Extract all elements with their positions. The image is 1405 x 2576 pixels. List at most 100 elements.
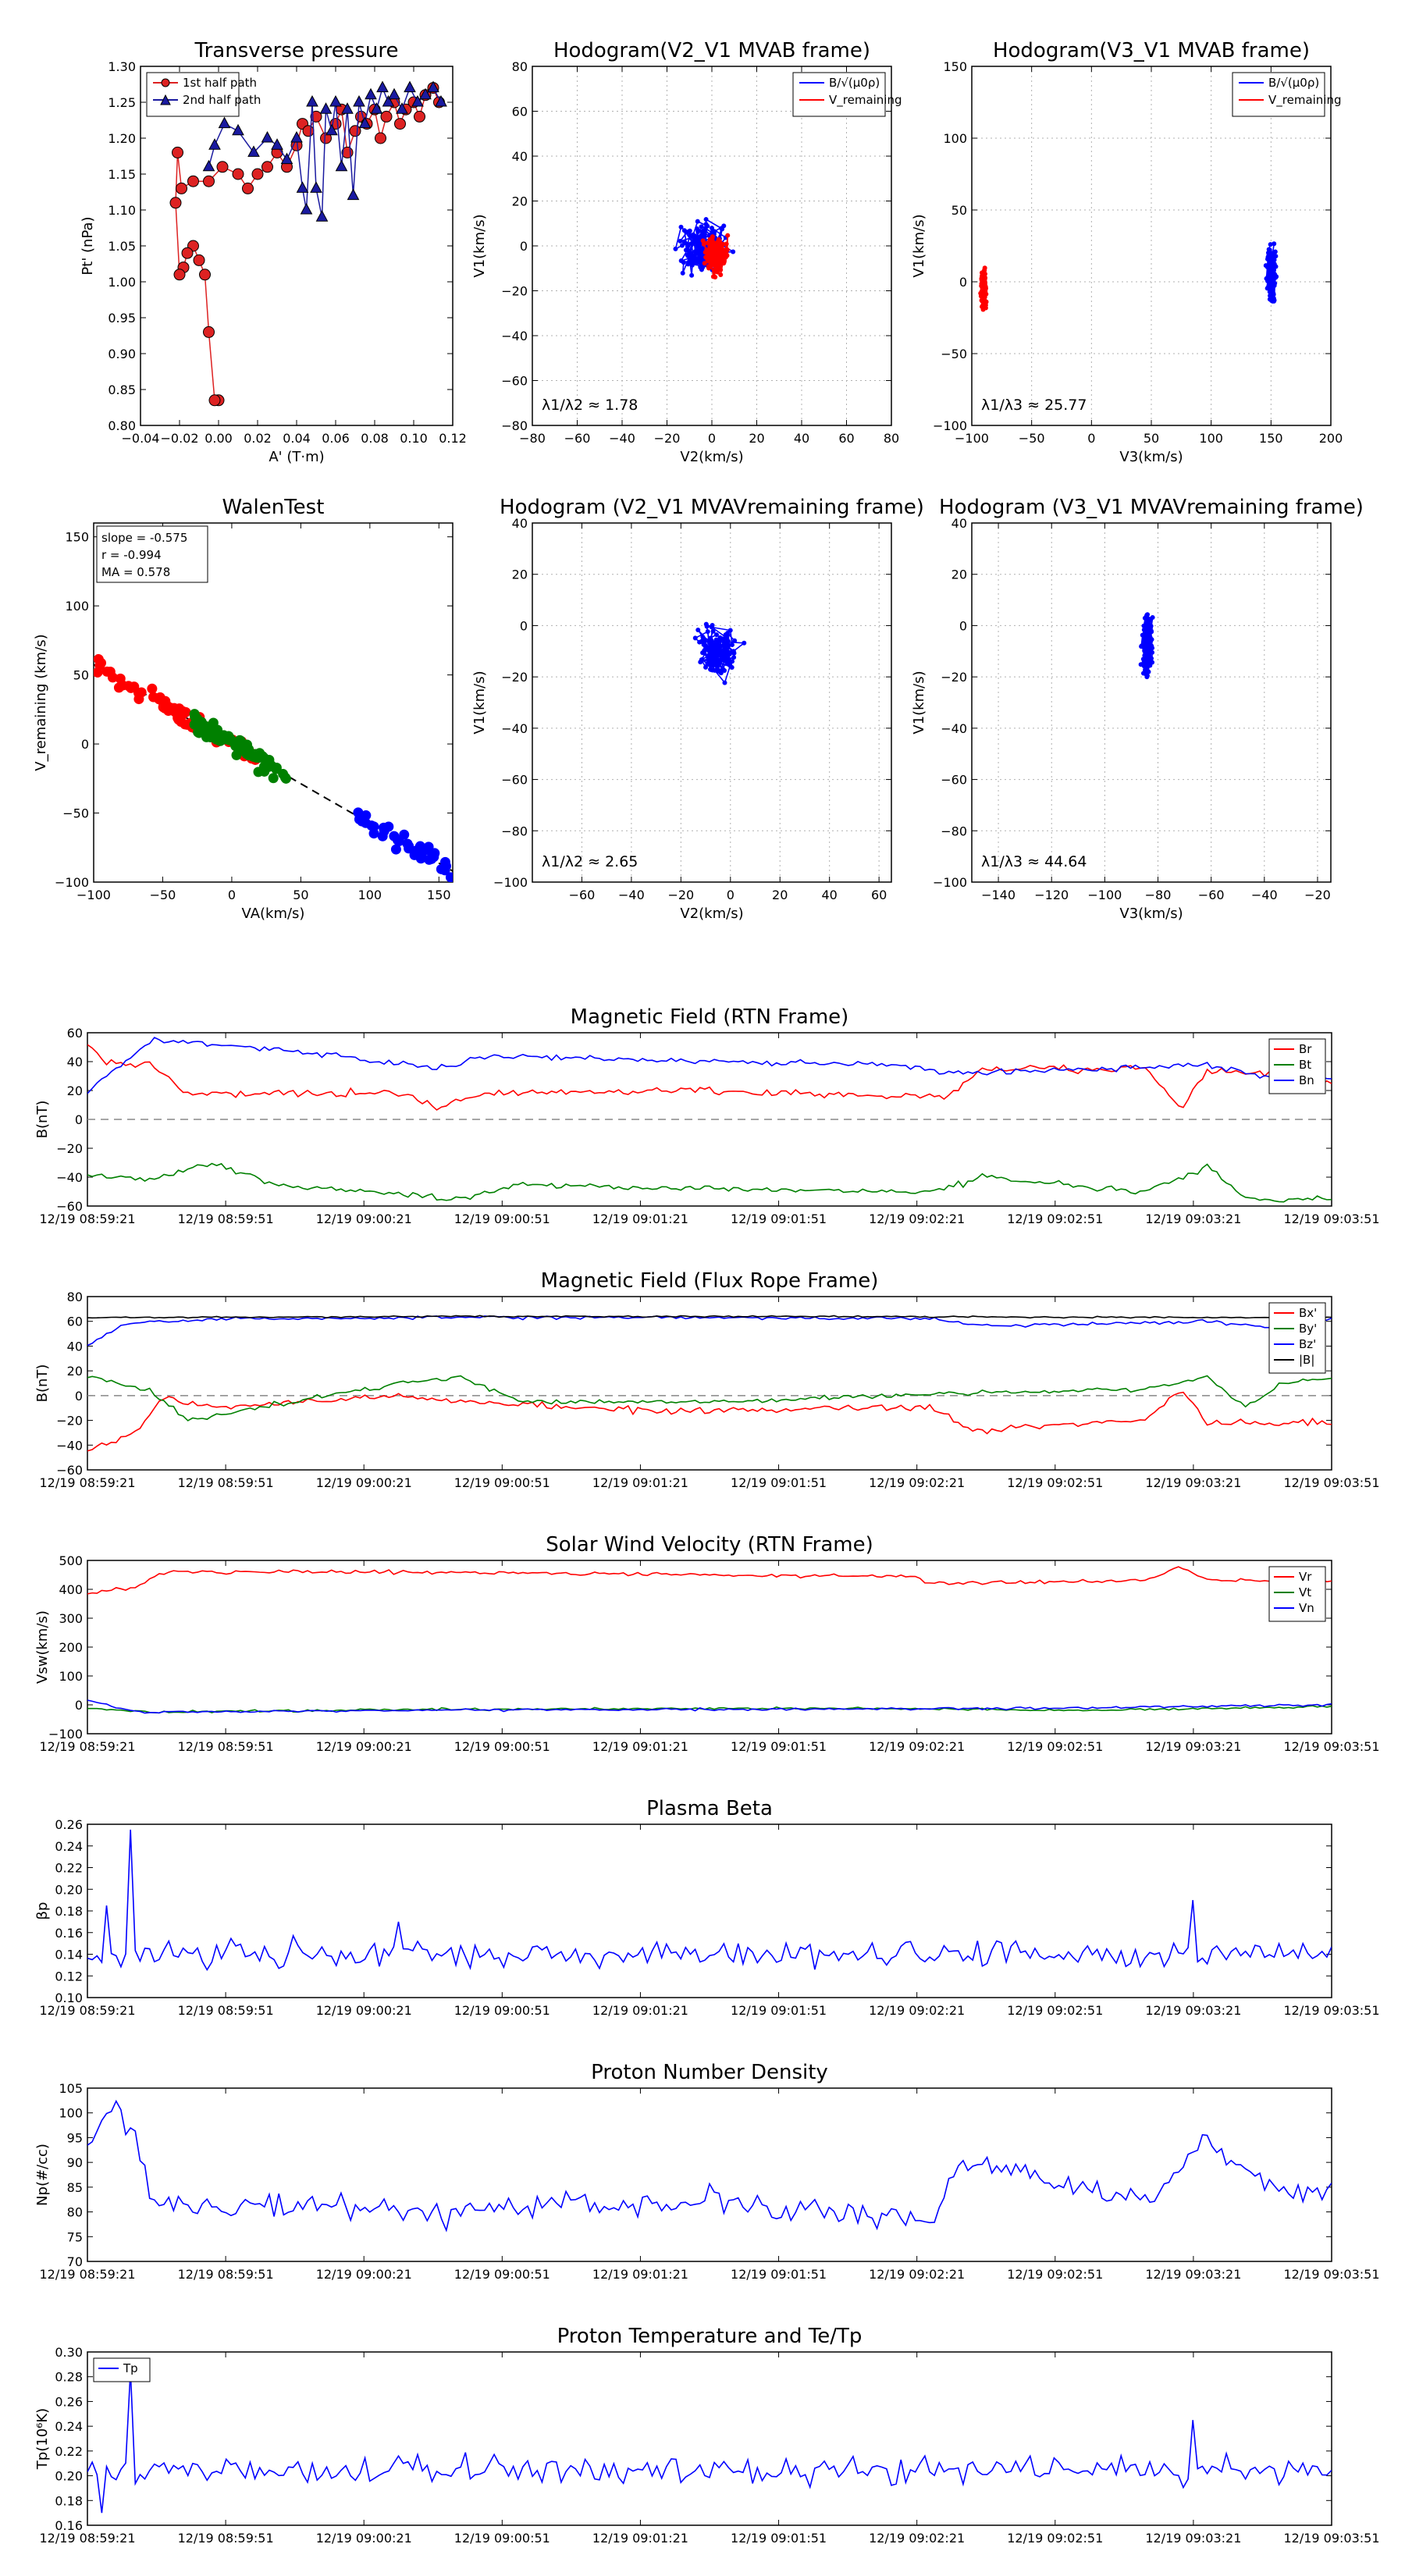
x-tick-label: −20 xyxy=(654,431,681,446)
data-point xyxy=(1272,241,1277,247)
y-tick-label: −80 xyxy=(501,824,528,838)
data-point xyxy=(1273,254,1279,259)
x-tick-label: −50 xyxy=(1019,431,1045,446)
y-tick-label: 0 xyxy=(959,618,967,633)
x-tick-label: 12/19 09:01:21 xyxy=(592,2267,688,2282)
plot-area xyxy=(87,1829,1332,1971)
plot-frame xyxy=(532,522,892,883)
x-tick-label: 100 xyxy=(1199,431,1223,446)
eigenvalue-ratio: λ1/λ3 ≈ 44.64 xyxy=(981,853,1087,870)
y-tick-label: 50 xyxy=(951,203,967,218)
data-point xyxy=(263,761,274,772)
y-tick-label: 0.14 xyxy=(55,1948,83,1962)
data-point xyxy=(325,123,338,136)
data-point xyxy=(712,654,717,660)
y-tick-label: −100 xyxy=(933,875,967,890)
plot-frame xyxy=(971,522,1332,883)
y-tick-label: 95 xyxy=(67,2130,83,2145)
data-point xyxy=(393,836,404,847)
data-point xyxy=(199,269,211,281)
chart-brtn: −60 −40 −20 0 20 40 60 12/19 08:59:21 12/19 08:5… xyxy=(34,1005,1380,1226)
y-tick-label: −60 xyxy=(941,773,967,788)
data-point xyxy=(695,627,701,632)
data-point xyxy=(242,182,254,194)
legend-marker xyxy=(160,94,171,105)
x-tick-label: 12/19 09:03:21 xyxy=(1145,1739,1241,1754)
x-tick-label: 12/19 09:01:21 xyxy=(592,2531,688,2546)
series-vn xyxy=(87,1699,1332,1714)
chart-walen: −100 −50 0 50 100 150 −100 −50 0 50 100 150 WalenTes… xyxy=(33,496,454,922)
x-tick-label: 12/19 08:59:21 xyxy=(39,1475,135,1490)
x-tick-label: 12/19 09:03:21 xyxy=(1145,1475,1241,1490)
data-point xyxy=(280,152,293,165)
x-tick-label: −80 xyxy=(1145,888,1172,902)
plot-area xyxy=(1138,612,1155,680)
x-tick-label: 12/19 09:02:21 xyxy=(869,2531,965,2546)
data-point xyxy=(721,640,727,646)
data-point xyxy=(699,267,704,272)
y-axis-label: V1(km/s) xyxy=(911,214,927,277)
data-point xyxy=(441,860,452,871)
data-point xyxy=(319,102,333,114)
y-tick-label: 0.18 xyxy=(55,2493,83,2508)
data-point xyxy=(169,197,182,209)
x-tick-label: −100 xyxy=(1087,888,1122,902)
x-tick-label: 12/19 08:59:21 xyxy=(39,2531,135,2546)
legend-box xyxy=(93,2357,151,2382)
data-point xyxy=(685,244,690,249)
legend-label: |B| xyxy=(1299,1353,1314,1367)
data-point xyxy=(683,247,688,253)
y-tick-label: 1.15 xyxy=(108,167,136,182)
chart-title: Plasma Beta xyxy=(646,1797,773,1820)
x-tick-label: −40 xyxy=(1251,888,1278,902)
x-axis-label: A' (T·m) xyxy=(269,449,324,465)
data-point xyxy=(724,635,730,641)
x-tick-label: 12/19 08:59:51 xyxy=(178,1475,274,1490)
y-tick-label: 0.18 xyxy=(55,1904,83,1919)
y-tick-label: −40 xyxy=(941,721,967,736)
data-point xyxy=(419,87,432,100)
data-point xyxy=(187,175,199,187)
series-tp xyxy=(87,2370,1332,2514)
chart-np: 70 75 80 85 90 95 100 105 12/19 08:59:21 12/19 08… xyxy=(34,2061,1380,2282)
y-tick-label: 1.10 xyxy=(108,203,136,218)
data-point xyxy=(147,683,158,694)
data-point xyxy=(702,226,708,231)
data-point xyxy=(980,285,986,290)
data-point xyxy=(717,662,722,667)
data-point xyxy=(445,872,453,882)
data-point xyxy=(715,648,720,653)
x-axis-label: V3(km/s) xyxy=(1119,449,1183,465)
data-point xyxy=(710,236,715,241)
y-tick-label: −40 xyxy=(56,1170,83,1185)
data-point xyxy=(353,807,364,818)
x-tick-label: 12/19 09:01:21 xyxy=(592,1475,688,1490)
chart-tp: 0.80 0.85 0.90 0.95 1.00 1.05 1.10 1.15 1.20 1.25… xyxy=(80,39,467,465)
y-tick-label: 150 xyxy=(943,59,967,74)
data-point xyxy=(1149,637,1154,642)
eigenvalue-ratio: λ1/λ2 ≈ 1.78 xyxy=(542,397,638,414)
data-point xyxy=(1138,662,1144,667)
y-tick-label: 0 xyxy=(75,1112,83,1127)
data-point xyxy=(404,80,416,93)
data-point xyxy=(710,628,716,634)
data-point xyxy=(368,821,379,832)
y-tick-label: 0 xyxy=(520,239,528,254)
data-point xyxy=(414,110,425,123)
data-point xyxy=(173,707,183,718)
data-point xyxy=(232,168,244,180)
data-point xyxy=(712,253,717,258)
data-point xyxy=(709,246,714,251)
data-point xyxy=(732,638,738,643)
data-point xyxy=(722,680,727,685)
stats-text: MA = 0.578 xyxy=(101,565,170,579)
data-point xyxy=(216,161,229,173)
plot-frame xyxy=(93,522,454,883)
data-point xyxy=(731,655,737,660)
chart-title: Magnetic Field (Flux Rope Frame) xyxy=(541,1269,879,1293)
y-tick-label: −100 xyxy=(48,1727,83,1742)
x-axis-label: V2(km/s) xyxy=(680,449,743,465)
x-tick-label: −60 xyxy=(1198,888,1225,902)
data-point xyxy=(160,699,171,710)
y-tick-label: 150 xyxy=(65,530,89,545)
